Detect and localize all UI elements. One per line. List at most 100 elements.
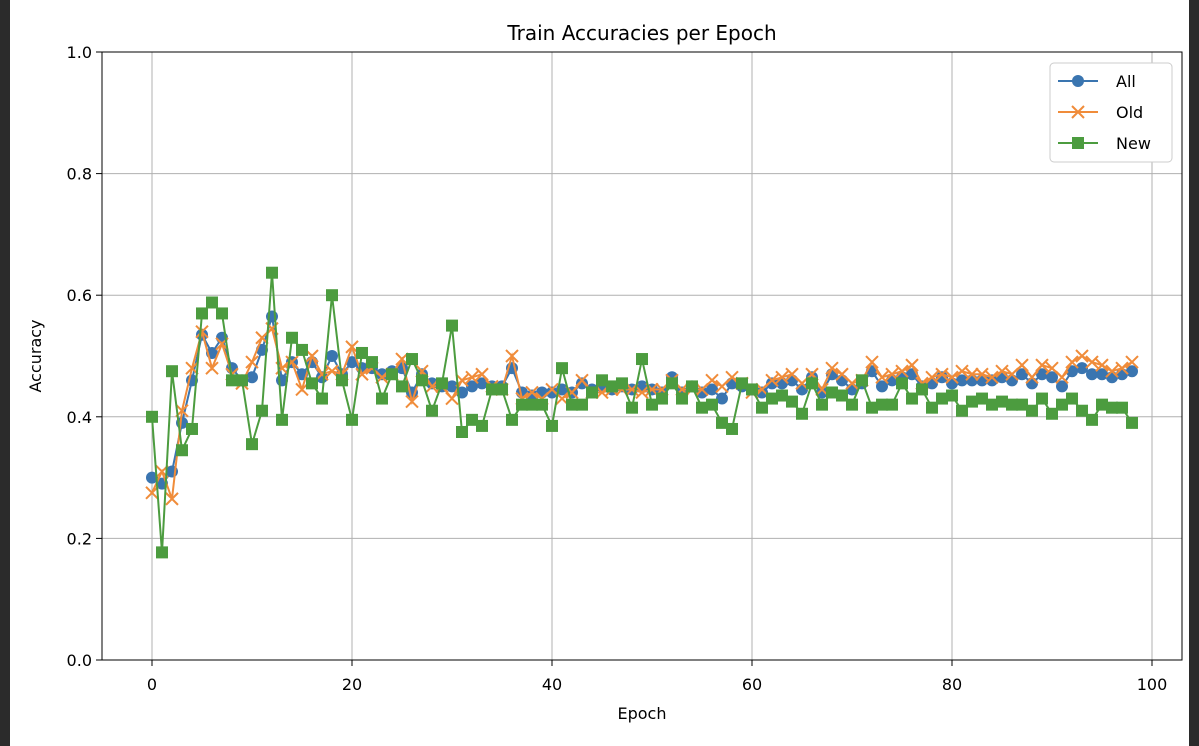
data-point-all (526, 389, 538, 402)
data-point-new (306, 377, 318, 390)
data-point-new (626, 401, 638, 414)
data-point-new (976, 392, 988, 405)
data-point-new (876, 398, 888, 411)
x-tick-label: 100 (1137, 675, 1168, 694)
data-point-new (516, 398, 528, 411)
data-point-new (336, 374, 348, 387)
series-new (146, 266, 1138, 559)
data-point-old (1035, 358, 1049, 372)
data-point-all (466, 380, 478, 393)
legend-marker-new (1072, 137, 1084, 149)
data-point-new (1116, 401, 1128, 414)
data-point-all (1076, 362, 1088, 375)
data-point-old (1055, 370, 1069, 384)
data-point-new (456, 426, 468, 438)
data-point-new (426, 404, 438, 417)
data-point-new (716, 416, 728, 429)
x-axis-label: Epoch (618, 704, 667, 723)
data-point-new (1096, 398, 1108, 411)
data-point-new (316, 392, 328, 405)
data-point-new (1026, 404, 1038, 417)
data-point-new (746, 383, 758, 396)
legend-label-all: All (1116, 72, 1136, 91)
data-point-all (816, 386, 828, 399)
data-point-new (726, 422, 738, 435)
data-point-all (876, 380, 888, 393)
data-point-new (226, 374, 238, 387)
data-point-old (525, 385, 539, 400)
series-layer (145, 266, 1139, 559)
legend-marker-all (1072, 75, 1084, 87)
data-point-new (906, 392, 918, 405)
x-tick-label: 20 (342, 675, 362, 694)
data-point-new (496, 383, 508, 396)
x-tick-label: 40 (542, 675, 562, 694)
window-edge-left (0, 0, 10, 746)
data-point-new (826, 386, 838, 399)
legend-label-new: New (1116, 134, 1151, 153)
legend-item-new: New (1058, 134, 1151, 153)
data-point-new (236, 374, 248, 387)
data-point-new (686, 380, 698, 393)
y-tick-label: 0.8 (67, 165, 92, 184)
data-point-new (466, 413, 478, 426)
data-point-old (825, 361, 839, 375)
legend-label-old: Old (1116, 103, 1143, 122)
data-point-new (446, 319, 458, 332)
data-point-new (776, 389, 788, 402)
data-point-old (1065, 355, 1079, 369)
data-point-old (475, 367, 489, 381)
data-point-all (1026, 377, 1038, 390)
data-point-new (676, 392, 688, 405)
data-point-all (836, 374, 848, 387)
data-point-new (796, 407, 808, 420)
data-point-old (1115, 361, 1129, 375)
data-point-old (995, 364, 1009, 378)
x-tick-label: 60 (742, 675, 762, 694)
data-point-old (965, 367, 979, 381)
y-axis-ticks: 0.0 0.2 0.4 0.6 0.8 1.0 (67, 43, 102, 670)
y-tick-label: 0.6 (67, 286, 92, 305)
data-point-new (736, 377, 748, 390)
chart-title: Train Accuracies per Epoch (506, 21, 776, 45)
data-point-new (326, 289, 338, 302)
data-point-old (1125, 355, 1139, 369)
y-axis-label: Accuracy (26, 319, 45, 392)
data-point-all (346, 356, 358, 369)
data-point-new (616, 377, 628, 390)
data-point-new (1076, 404, 1088, 417)
data-point-new (946, 389, 958, 402)
data-point-old (145, 486, 159, 500)
data-point-all (1046, 371, 1058, 384)
data-point-old (925, 370, 939, 384)
data-point-old (1085, 355, 1099, 369)
data-point-new (366, 356, 378, 369)
data-point-new (436, 377, 448, 390)
x-tick-label: 80 (942, 675, 962, 694)
data-point-old (1095, 358, 1109, 372)
data-point-old (465, 370, 479, 384)
data-point-new (206, 296, 218, 309)
data-point-new (956, 404, 968, 417)
data-point-old (945, 370, 959, 384)
data-point-new (656, 392, 668, 405)
data-point-all (576, 377, 588, 390)
data-point-all (246, 371, 258, 384)
data-point-old (935, 367, 949, 381)
data-point-old (875, 370, 889, 384)
data-point-new (816, 398, 828, 411)
data-point-new (916, 383, 928, 396)
data-point-all (706, 383, 718, 396)
data-point-all (1056, 380, 1068, 393)
data-point-old (245, 355, 259, 369)
data-point-all (716, 392, 728, 405)
data-point-new (986, 398, 998, 411)
data-point-new (166, 365, 178, 378)
data-point-new (836, 389, 848, 402)
data-point-new (566, 398, 578, 411)
data-point-new (416, 374, 428, 387)
data-point-new (476, 419, 488, 432)
data-point-new (636, 353, 648, 366)
